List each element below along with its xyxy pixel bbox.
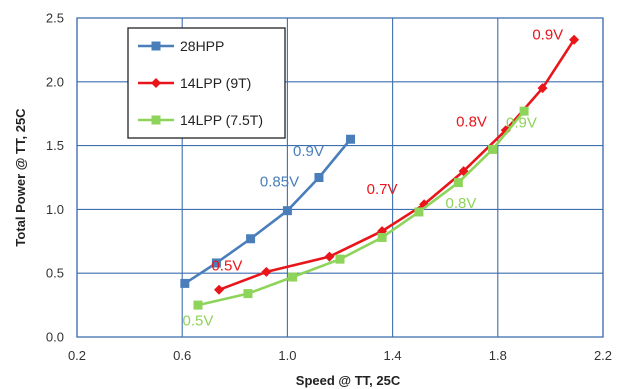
x-tick-label: 2.2 (594, 348, 612, 363)
data-point (193, 300, 203, 310)
y-tick-label: 1.5 (46, 138, 64, 153)
y-tick-label: 0.0 (46, 330, 64, 345)
data-point (246, 234, 256, 244)
y-tick-label: 2.0 (46, 74, 64, 89)
series-14lpp-7-5t- (193, 106, 529, 310)
data-point (569, 34, 580, 45)
annotation-label: 0.5V (183, 313, 214, 330)
annotation-label: 0.9V (532, 27, 563, 44)
data-point (151, 41, 161, 51)
data-point (180, 278, 190, 288)
x-tick-label: 1.8 (489, 348, 507, 363)
series-line (184, 138, 352, 285)
data-point (500, 125, 511, 136)
data-point (453, 178, 463, 188)
data-point (282, 206, 292, 216)
x-tick-label: 0.2 (68, 348, 86, 363)
annotation-label: 0.9V (293, 143, 324, 160)
legend: 28HPP 14LPP (9T) 14LPP (7.5T) (127, 27, 286, 139)
annotation-label: 0.9V (506, 115, 537, 132)
data-point (214, 284, 225, 295)
y-tick-label: 0.5 (46, 266, 64, 281)
y-axis-title: Total Power @ TT, 25C (13, 108, 28, 247)
data-point (377, 232, 387, 242)
data-point (288, 272, 298, 282)
y-tick-label: 1.0 (46, 202, 64, 217)
x-tick-label: 0.6 (173, 348, 191, 363)
data-point (151, 115, 161, 125)
data-point (151, 78, 161, 88)
data-point (211, 258, 221, 268)
annotation-label: 0.85V (260, 173, 299, 190)
data-point (346, 134, 356, 144)
data-point (335, 254, 345, 264)
x-tick-label: 1.0 (278, 348, 296, 363)
data-point (243, 289, 253, 299)
legend-label: 14LPP (9T) (180, 75, 251, 91)
data-point (519, 106, 529, 116)
annotation-label: 0.8V (456, 113, 487, 130)
annotation-label: 0.8V (446, 195, 477, 212)
data-point (414, 207, 424, 217)
data-point (314, 173, 324, 182)
plot-frame (76, 17, 604, 338)
annotation-label: 0.7V (367, 181, 398, 198)
x-tick-label: 1.4 (384, 348, 402, 363)
annotation-label: 0.5V (211, 258, 242, 275)
x-axis-title: Speed @ TT, 25C (296, 373, 401, 388)
data-point (488, 144, 498, 154)
series-28hpp (180, 134, 356, 288)
y-tick-label: 2.5 (46, 11, 64, 26)
data-point (261, 266, 272, 277)
data-point (324, 251, 335, 262)
legend-label: 14LPP (7.5T) (180, 112, 263, 128)
legend-label: 28HPP (180, 38, 224, 54)
data-point (537, 83, 548, 94)
